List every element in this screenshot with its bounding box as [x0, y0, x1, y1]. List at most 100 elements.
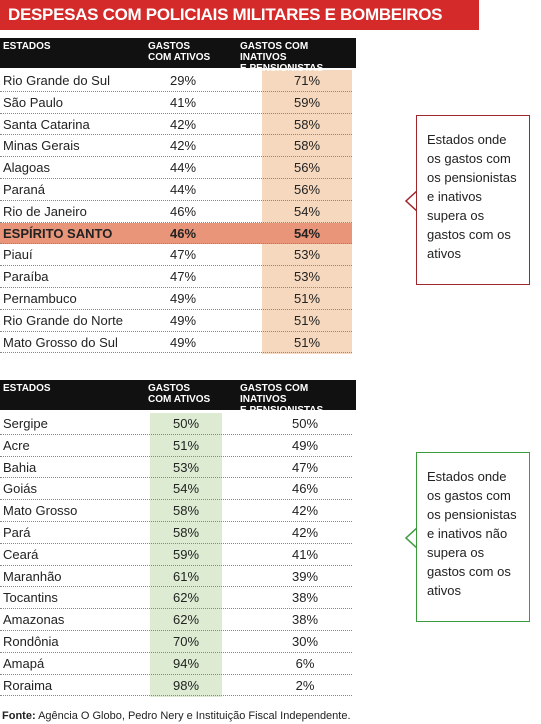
state: Ceará	[3, 546, 39, 562]
header-cell: GASTOS COM ATIVOS	[148, 383, 210, 405]
table-row: Minas Gerais 42% 58%	[0, 135, 352, 158]
table-row: Amazonas 62% 38%	[0, 609, 352, 631]
active-share: 29%	[169, 73, 197, 88]
inactive-share: 38%	[291, 590, 319, 606]
active-share: 54%	[172, 481, 200, 497]
table-row: Amapá 94% 6%	[0, 653, 352, 675]
state: Roraima	[3, 677, 53, 693]
state: Sergipe	[3, 416, 48, 431]
table-row: Sergipe 50% 50%	[0, 413, 352, 435]
state: Alagoas	[3, 160, 50, 176]
active-share: 46%	[169, 225, 197, 241]
source-label: Fonte:	[2, 710, 36, 722]
table-row: Santa Catarina 42% 58%	[0, 114, 352, 136]
active-share: 58%	[172, 503, 200, 519]
state: Rio Grande do Norte	[3, 312, 123, 328]
table-row: Bahia 53% 47%	[0, 457, 352, 479]
table-row: Pará 58% 42%	[0, 522, 352, 544]
title-rule	[478, 0, 479, 30]
inactive-share: 39%	[291, 568, 319, 584]
table-row: Rondônia 70% 30%	[0, 631, 352, 653]
table-row: Paraná 44% 56%	[0, 179, 352, 201]
active-share: 61%	[172, 568, 200, 584]
state: ESPÍRITO SANTO	[3, 225, 113, 241]
inactive-share: 50%	[291, 416, 319, 431]
callout: Estados onde os gastos com os pensionist…	[416, 115, 530, 285]
state: Amazonas	[3, 612, 65, 628]
active-share: 42%	[169, 116, 197, 132]
active-share: 49%	[169, 291, 197, 306]
header-line: E PENSIONISTAS	[240, 405, 324, 416]
inactive-share: 71%	[293, 73, 321, 88]
table-row: Paraíba 47% 53%	[0, 266, 352, 288]
state: Rio de Janeiro	[3, 203, 87, 219]
table-row: Ceará 59% 41%	[0, 544, 352, 566]
state: Tocantins	[3, 590, 58, 606]
inactive-share: 53%	[293, 247, 321, 263]
active-share: 94%	[172, 655, 200, 671]
header-line: COM ATIVOS	[148, 394, 211, 405]
active-share: 44%	[169, 182, 197, 197]
inactive-share: 41%	[291, 546, 319, 562]
inactive-share: 58%	[293, 138, 321, 154]
header-cell: ESTADOS	[3, 41, 51, 52]
inactive-share: 59%	[293, 94, 321, 110]
table-row: Mato Grosso 58% 42%	[0, 500, 352, 522]
active-share: 62%	[172, 612, 200, 628]
table-header: ESTADOS GASTOS COM ATIVOS GASTOS COM INATIV…	[0, 38, 356, 74]
inactive-share: 46%	[291, 481, 319, 497]
active-share: 44%	[169, 160, 197, 176]
state: Minas Gerais	[3, 138, 80, 154]
active-share: 47%	[169, 269, 197, 285]
header-cell: GASTOS COM INATIVOS E PENSIONISTAS	[240, 41, 356, 74]
table-row: Rio Grande do Sul 29% 71%	[0, 70, 352, 92]
inactive-share: 54%	[293, 203, 321, 219]
state: Bahia	[3, 459, 37, 475]
header-line: GASTOS COM INATIVOS	[240, 41, 309, 63]
column-highlight	[262, 70, 352, 354]
state: Goiás	[3, 481, 37, 497]
active-share: 62%	[172, 590, 200, 606]
table-row: Tocantins 62% 38%	[0, 587, 352, 610]
state: Pernambuco	[3, 291, 77, 306]
active-share: 98%	[172, 677, 200, 693]
state: Pará	[3, 525, 31, 540]
state: Mato Grosso do Sul	[3, 334, 118, 350]
inactive-share: 58%	[293, 116, 321, 132]
inactive-share: 42%	[291, 525, 319, 540]
active-share: 46%	[169, 203, 197, 219]
inactive-share: 56%	[293, 182, 321, 197]
active-share: 70%	[172, 634, 200, 649]
header-line: GASTOS COM INATIVOS	[240, 383, 309, 405]
table-row: Roraima 98% 2%	[0, 675, 352, 697]
state: Paraná	[3, 182, 45, 197]
state: Santa Catarina	[3, 116, 90, 132]
table-header: ESTADOS GASTOS COM ATIVOS GASTOS COM INATIV…	[0, 380, 356, 416]
header-cell: GASTOS COM ATIVOS	[148, 41, 210, 63]
table-row: Piauí 47% 53%	[0, 244, 352, 267]
callout: Estados onde os gastos com os pensionist…	[416, 452, 530, 622]
source: Fonte: Agência O Globo, Pedro Nery e Ins…	[2, 710, 351, 722]
state: Rio Grande do Sul	[3, 73, 110, 88]
state: Acre	[3, 437, 30, 453]
active-share: 42%	[169, 138, 197, 154]
header-line: E PENSIONISTAS	[240, 63, 324, 74]
header-line: GASTOS	[148, 383, 191, 394]
table-row: Alagoas 44% 56%	[0, 157, 352, 179]
state: Rondônia	[3, 634, 59, 649]
table-row: Pernambuco 49% 51%	[0, 288, 352, 310]
state: São Paulo	[3, 94, 63, 110]
state: Maranhão	[3, 568, 62, 584]
inactive-share: 2%	[295, 677, 315, 693]
inactive-share: 42%	[291, 503, 319, 519]
inactive-share: 51%	[293, 312, 321, 328]
header-cell: ESTADOS	[3, 383, 51, 394]
inactive-share: 49%	[291, 437, 319, 453]
inactive-share: 51%	[293, 291, 321, 306]
inactive-share: 30%	[291, 634, 319, 649]
active-share: 51%	[172, 437, 200, 453]
source-text: Agência O Globo, Pedro Nery e Instituiçã…	[38, 710, 351, 722]
inactive-share: 51%	[293, 334, 321, 350]
active-share: 58%	[172, 525, 200, 540]
